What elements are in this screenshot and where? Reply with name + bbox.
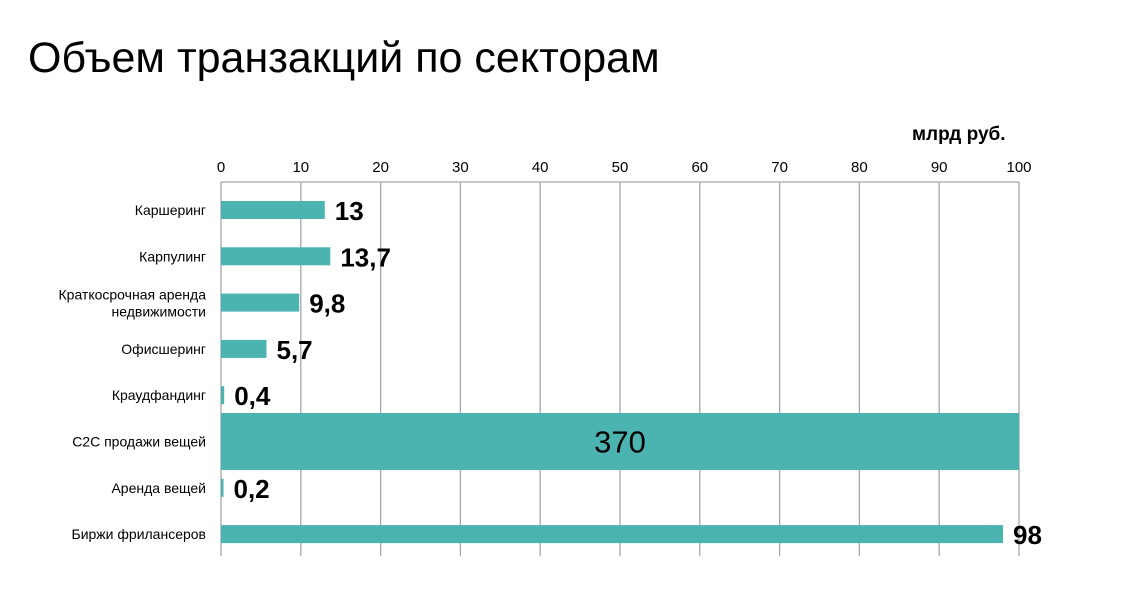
category-label: Офисшеринг — [121, 341, 206, 357]
category-label: Краткосрочная аренда недвижимости — [59, 287, 207, 320]
x-tick-label: 90 — [931, 159, 948, 176]
data-label: 370 — [594, 425, 646, 460]
bar — [221, 478, 224, 497]
x-tick-label: 40 — [532, 159, 549, 176]
data-label: 13 — [335, 196, 364, 226]
category-label: Краудфандинг — [112, 387, 206, 403]
bar — [221, 386, 225, 405]
data-label: 5,7 — [276, 335, 312, 365]
x-tick-label: 80 — [851, 159, 868, 176]
bar — [221, 525, 1004, 544]
bar — [221, 339, 267, 358]
data-label: 9,8 — [309, 289, 345, 319]
x-tick-label: 10 — [292, 159, 309, 176]
x-tick-label: 50 — [612, 159, 629, 176]
bar — [221, 413, 1019, 470]
bar — [221, 247, 331, 266]
data-label: 13,7 — [340, 242, 391, 272]
data-label: 0,4 — [234, 381, 271, 411]
category-label: Биржи фрилансеров — [72, 526, 206, 542]
x-tick-label: 20 — [372, 159, 389, 176]
data-label: 98 — [1013, 520, 1042, 550]
category-label: Аренда вещей — [111, 480, 206, 496]
category-label: Карпулинг — [139, 248, 206, 264]
chart-title: Объем транзакций по секторам — [28, 34, 660, 82]
data-label: 0,2 — [234, 474, 270, 504]
x-tick-label: 60 — [691, 159, 708, 176]
bar — [221, 201, 325, 219]
unit-label: млрд руб. — [912, 124, 1006, 145]
x-tick-label: 100 — [1006, 159, 1031, 176]
category-label: Каршеринг — [135, 202, 206, 218]
x-tick-label: 70 — [771, 159, 788, 176]
category-label: C2C продажи вещей — [72, 434, 206, 450]
x-tick-label: 30 — [452, 159, 469, 176]
x-tick-label: 0 — [217, 159, 225, 176]
bar — [221, 293, 300, 312]
